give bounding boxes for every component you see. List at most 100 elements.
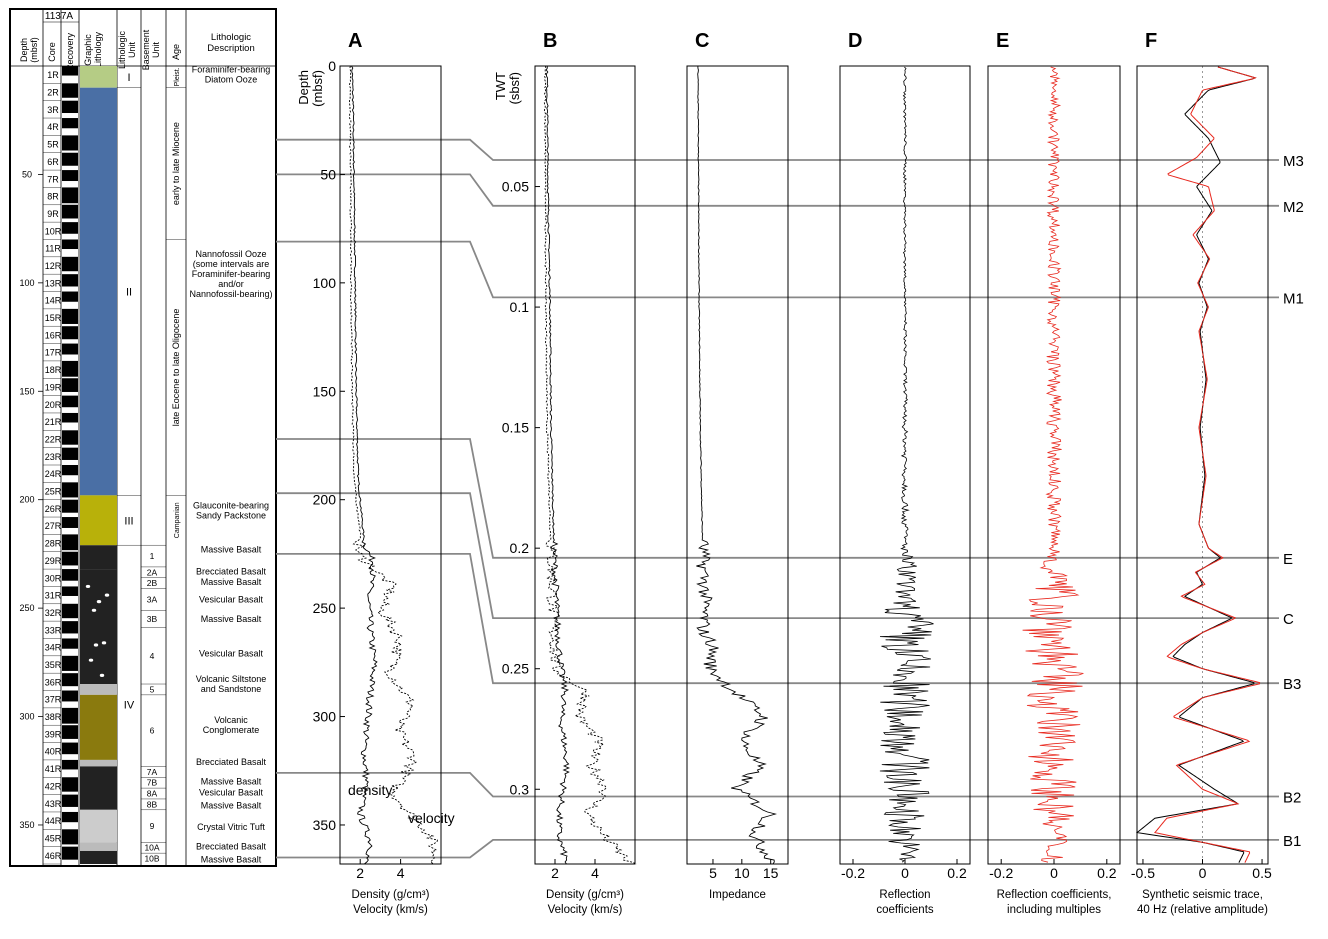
recovery-bar	[62, 204, 78, 219]
core-label: 18R	[45, 365, 62, 375]
recovery-bar	[62, 551, 78, 566]
velocity-curve-B	[543, 65, 637, 865]
x-tick-label: -0.5	[1131, 865, 1155, 881]
recovery-bar	[62, 66, 78, 76]
recovery-bar	[62, 569, 78, 581]
core-label: 11R	[45, 244, 61, 254]
core-label: 46R	[45, 851, 62, 861]
lithologic-description-line: Conglomerate	[203, 725, 260, 735]
lithologic-description-line: Vesicular Basalt	[199, 594, 264, 604]
depth-tick-label: 50	[22, 169, 32, 179]
recovery-bar	[62, 621, 78, 634]
panel-frame-A	[339, 65, 442, 865]
reflection-coefficient-trace	[879, 66, 934, 863]
lithology-fill	[80, 766, 117, 810]
header-age-line: Age	[171, 44, 181, 60]
recovery-bar	[62, 777, 78, 792]
basement-unit-label: 2A	[147, 567, 158, 577]
x-tick-label: 15	[763, 865, 779, 881]
horizon-label-M1: M1	[1283, 290, 1304, 307]
recovery-bar	[62, 239, 78, 250]
basement-unit-label: 10A	[144, 843, 159, 853]
recovery-bar	[62, 343, 78, 355]
lithologic-description: Vesicular Basalt	[199, 649, 264, 659]
synthetic-trace-multiples	[1153, 66, 1261, 863]
panel-frame-F	[1136, 65, 1269, 865]
core-label: 13R	[45, 278, 62, 288]
lithologic-description: Foraminifer-bearing Diatom Ooze	[192, 65, 271, 85]
recovery-bar	[62, 118, 78, 129]
x-axis-title-D-line: coefficients	[876, 904, 934, 916]
y-tick-label: 200	[313, 492, 337, 508]
x-axis-title-E: Reflection coefficients, including multip…	[997, 889, 1112, 916]
annotation-velocity: velocity	[408, 810, 455, 826]
annotation-density: density	[348, 782, 392, 798]
y-tick-label: 100	[313, 275, 337, 291]
recovery-bar	[62, 274, 78, 287]
lithology-fill	[80, 684, 117, 695]
header-basement-unit: BasementUnit	[141, 29, 161, 70]
recovery-bar	[62, 811, 78, 823]
horizon-label-B1: B1	[1283, 833, 1301, 850]
y-axis-title-twt-line: (sbsf)	[507, 72, 522, 105]
core-label: 43R	[45, 799, 62, 809]
lithologic-description: Massive Basalt	[201, 614, 262, 624]
lithologic-description: Crystal Vitric Tuft	[197, 822, 265, 832]
recovery-bar	[62, 83, 78, 98]
recovery-bar	[62, 846, 78, 860]
lithologic-description: Vesicular Basalt	[199, 594, 264, 604]
density-curve-A	[350, 65, 378, 865]
lithology-fill	[80, 66, 117, 88]
depth-tick-label: 300	[19, 712, 34, 722]
lithologic-description-line: Volcanic Siltstone	[196, 674, 267, 684]
horizon-line-E	[276, 438, 1279, 559]
y-tick-label: 0.15	[502, 420, 529, 436]
x-axis-title-D: Reflection coefficients	[876, 889, 934, 916]
depth-tick-label: 150	[19, 386, 34, 396]
lithology-fill	[80, 495, 117, 546]
lithology-fill	[80, 850, 117, 864]
lithologic-description-line: Volcanic	[214, 715, 248, 725]
recovery-bar	[62, 655, 78, 671]
lithologic-description: Volcanic Conglomerate	[203, 715, 260, 735]
x-axis-title-B-line: Velocity (km/s)	[548, 904, 623, 916]
header-graphic-lithology: GraphicLithology	[83, 31, 103, 68]
core-label: 10R	[45, 226, 62, 236]
horizon-line-C	[276, 492, 1279, 619]
core-label: 9R	[47, 209, 59, 219]
x-axis-title-E-line: Reflection coefficients,	[997, 889, 1112, 901]
basement-unit-label: 9	[150, 821, 155, 831]
core-label: 40R	[45, 747, 62, 757]
core-label: 24R	[45, 469, 62, 479]
impedance-curve	[696, 66, 777, 865]
lithologic-description-line: Vesicular Basalt	[199, 649, 264, 659]
recovery-bar	[62, 360, 78, 377]
recovery-bar	[62, 395, 78, 408]
y-tick-label: 150	[313, 383, 337, 399]
correlation-lines: M3 M2 M1 E C B3 B2 B1	[276, 138, 1304, 859]
recovery-bar	[62, 187, 78, 204]
panel-letter-B: B	[543, 30, 557, 52]
x-tick-label: 0.2	[1097, 865, 1117, 881]
x-axis-title-A: Density (g/cm³) Velocity (km/s)	[352, 889, 430, 916]
horizon-label-C: C	[1283, 611, 1294, 628]
basement-unit-label: 1	[150, 551, 155, 561]
x-axis-title-D-line: Reflection	[879, 889, 930, 901]
horizon-line-M2	[276, 173, 1279, 207]
header-graphic-lithology-line: Lithology	[93, 31, 103, 68]
recovery-bar	[62, 517, 78, 528]
lithologic-description-line: and Sandstone	[201, 684, 262, 694]
x-axis-title-E-line: including multiples	[1007, 904, 1101, 916]
vesicle-mark	[96, 600, 102, 604]
recovery-bar	[62, 256, 78, 272]
vesicle-mark	[85, 584, 91, 589]
lithologic-description-line: Nannofossil-bearing)	[189, 289, 272, 299]
core-label: 2R	[47, 88, 59, 98]
core-label: 45R	[45, 833, 62, 843]
x-axis-title-F-line: Synthetic seismic trace,	[1142, 889, 1263, 901]
recovery-bar	[62, 291, 78, 302]
x-tick-label: 0	[1050, 865, 1058, 881]
core-label: 8R	[47, 192, 59, 202]
reflection-multiples-trace	[1022, 66, 1084, 863]
x-axis-title-B-line: Density (g/cm³)	[546, 889, 624, 901]
